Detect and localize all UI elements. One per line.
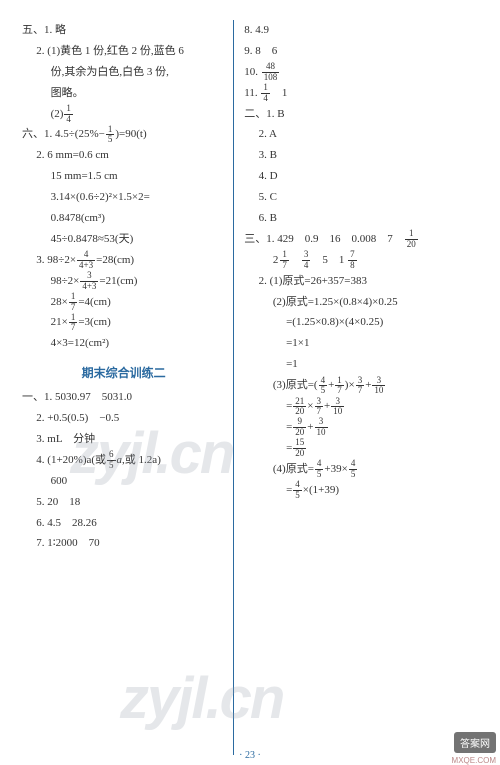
- sec6-3c: 28×17=4(cm): [22, 292, 225, 313]
- sec6-2c: 3.14×(0.6÷2)²×1.5×2=: [22, 187, 225, 208]
- sec3-2-4a: (4)原式=45+39×45: [244, 459, 482, 480]
- sec3-2-1: 2. (1)原式=26+357=383: [244, 271, 482, 292]
- sec6-2a: 2. 6 mm=0.6 cm: [22, 145, 225, 166]
- sec2-6: 6. B: [244, 208, 482, 229]
- sec6-3a: 3. 98÷2×44+3=28(cm): [22, 250, 225, 271]
- sec6-2b: 15 mm=1.5 cm: [22, 166, 225, 187]
- sec3-2-3b: =2120×37+310: [244, 396, 482, 417]
- s2-2: 2. +0.5(0.5) −0.5: [22, 408, 225, 429]
- r8: 8. 4.9: [244, 20, 482, 41]
- s2-5: 5. 20 18: [22, 492, 225, 513]
- sec3-2-2d: =1: [244, 354, 482, 375]
- sec2-2: 2. A: [244, 124, 482, 145]
- left-column: 五、1. 略 2. (1)黄色 1 份,红色 2 份,蓝色 6 份,其余为白色,…: [22, 20, 231, 755]
- site-badge-sub: MXQE.COM: [452, 756, 496, 765]
- sec2-3: 3. B: [244, 145, 482, 166]
- sec5-2-1a: 2. (1)黄色 1 份,红色 2 份,蓝色 6: [22, 41, 225, 62]
- sec3-2-2c: =1×1: [244, 333, 482, 354]
- r9: 9. 8 6: [244, 41, 482, 62]
- sec6-2d: 0.8478(cm³): [22, 208, 225, 229]
- section-title: 期末综合训练二: [22, 364, 225, 381]
- column-divider: [233, 20, 234, 755]
- sec3-2-4b: =45×(1+39): [244, 480, 482, 501]
- sec3-2-2a: (2)原式=1.25×(0.8×4)×0.25: [244, 292, 482, 313]
- r11: 11. 14 1: [244, 83, 482, 104]
- s2-7: 7. 1∶2000 70: [22, 533, 225, 554]
- s2-4a: 4. (1+20%)a(或65a,或 1.2a): [22, 450, 225, 471]
- sec3-2-3d: =1520: [244, 438, 482, 459]
- right-column: 8. 4.9 9. 8 6 10. 48108 11. 14 1 二、1. B …: [236, 20, 482, 755]
- s2-4b: 600: [22, 471, 225, 492]
- sec2-5: 5. C: [244, 187, 482, 208]
- sec5-2-1b: 份,其余为白色,白色 3 份,: [22, 62, 225, 83]
- sec3-1b: 217 34 5 1 78: [244, 250, 482, 271]
- sec6-3d: 21×17=3(cm): [22, 312, 225, 333]
- site-badge: 答案网: [454, 732, 496, 753]
- sec5-1: 五、1. 略: [22, 20, 225, 41]
- s2-3: 3. mL 分钟: [22, 429, 225, 450]
- page-number: · 23 ·: [0, 750, 500, 761]
- sec3-2-3c: =920+310: [244, 417, 482, 438]
- sec3-2-2b: =(1.25×0.8)×(4×0.25): [244, 312, 482, 333]
- sec3-1: 三、1. 429 0.9 16 0.008 7 120: [244, 229, 482, 250]
- r10: 10. 48108: [244, 62, 482, 83]
- sec6-3e: 4×3=12(cm²): [22, 333, 225, 354]
- sec3-2-3a: (3)原式=(45+17)×37+310: [244, 375, 482, 396]
- sec6-1: 六、1. 4.5÷(25%−15)=90(t): [22, 124, 225, 145]
- sec6-3b: 98÷2×34+3=21(cm): [22, 271, 225, 292]
- sec5-2-1c: 图略。: [22, 83, 225, 104]
- sec6-2e: 45÷0.8478≈53(天): [22, 229, 225, 250]
- sec2-4: 4. D: [244, 166, 482, 187]
- s2-1: 一、1. 5030.97 5031.0: [22, 387, 225, 408]
- sec2-1: 二、1. B: [244, 104, 482, 125]
- page-container: 五、1. 略 2. (1)黄色 1 份,红色 2 份,蓝色 6 份,其余为白色,…: [0, 0, 500, 765]
- sec5-2-2: (2)14: [22, 104, 225, 125]
- s2-6: 6. 4.5 28.26: [22, 513, 225, 534]
